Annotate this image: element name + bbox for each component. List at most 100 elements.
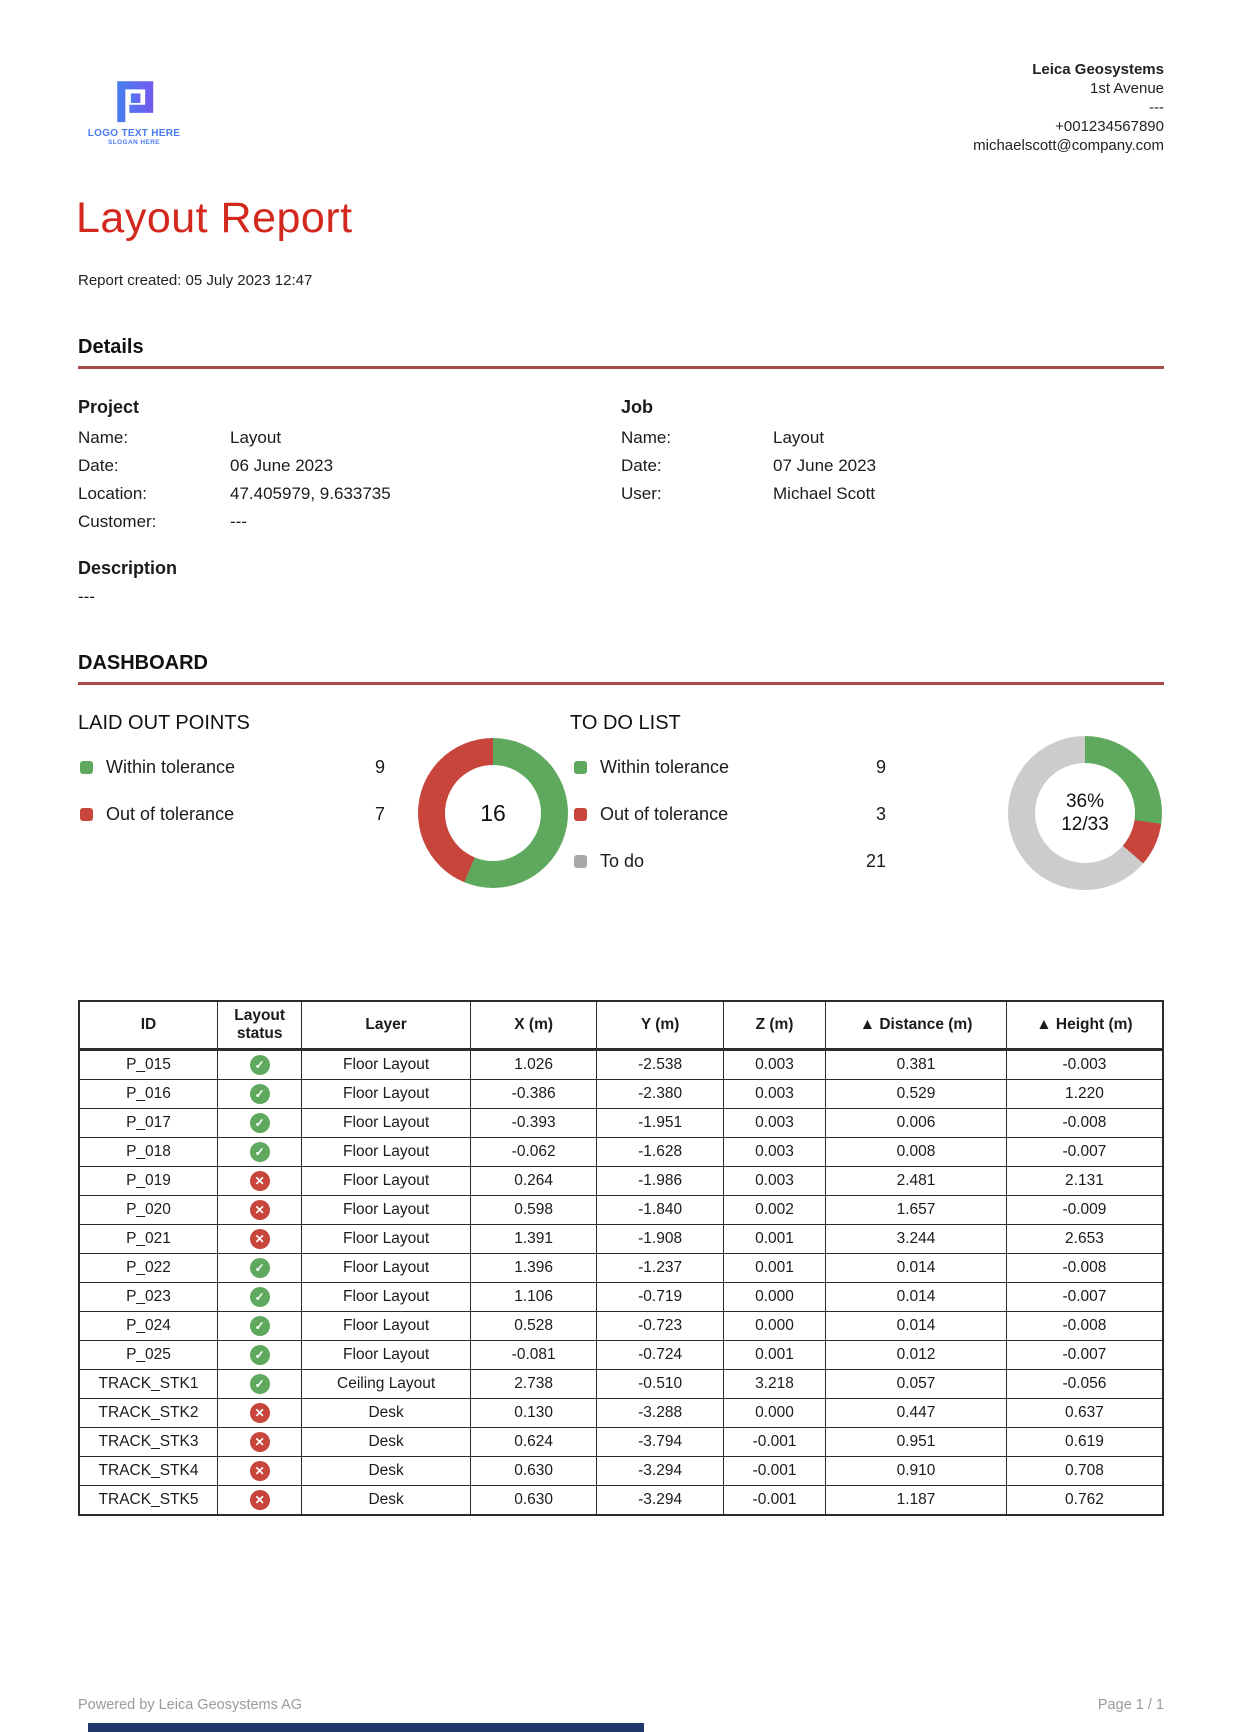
cell-height: 0.619 [1005, 1427, 1164, 1457]
table-row: TRACK_STK5 ✕ Desk 0.630 -3.294 -0.001 1.187 0.7… [78, 1485, 1164, 1516]
cell-status: ✓ [217, 1282, 303, 1312]
table-row: P_018 ✓ Floor Layout -0.062 -1.628 0.003 0.008… [78, 1137, 1164, 1167]
cell-height: 0.762 [1005, 1485, 1164, 1516]
legend-label: Out of tolerance [600, 804, 729, 824]
green-dot-icon [574, 761, 587, 774]
job-name-row: Name: Layout [621, 424, 1164, 452]
cell-height: -0.007 [1005, 1137, 1164, 1167]
project-name-row: Name: Layout [78, 424, 621, 452]
field-value: Layout [773, 428, 825, 447]
red-dot-icon [80, 808, 93, 821]
cell-z: 0.001 [722, 1340, 827, 1370]
status-ok-icon: ✓ [249, 1316, 270, 1336]
cell-id: P_025 [78, 1340, 219, 1370]
cell-status: ✓ [217, 1137, 303, 1167]
cell-status: ✕ [217, 1456, 303, 1486]
cell-status: ✓ [217, 1340, 303, 1370]
gray-dot-icon [574, 855, 587, 868]
section-divider [78, 366, 1164, 369]
cell-x: 0.130 [469, 1398, 598, 1428]
cell-height: 2.131 [1005, 1166, 1164, 1196]
legend-item: Within tolerance 9 [574, 757, 886, 778]
project-details: Project Name: Layout Date: 06 June 2023 … [78, 397, 621, 536]
cell-layer: Floor Layout [301, 1137, 471, 1167]
contact-company: Leica Geosystems [1032, 61, 1164, 78]
field-label: Date: [78, 456, 119, 475]
cell-id: TRACK_STK2 [78, 1398, 219, 1428]
company-logo: LOGO TEXT HERE SLOGAN HERE [84, 78, 184, 146]
table-row: TRACK_STK1 ✓ Ceiling Layout 2.738 -0.510 3.21… [78, 1369, 1164, 1399]
description-block: Description --- [78, 558, 1164, 607]
cell-height: -0.008 [1005, 1253, 1164, 1283]
cell-height: -0.009 [1005, 1195, 1164, 1225]
cell-layer: Floor Layout [301, 1079, 471, 1109]
laid-out-points-title: LAID OUT POINTS [78, 712, 250, 734]
cell-y: -0.723 [596, 1311, 724, 1341]
cell-status: ✕ [217, 1195, 303, 1225]
cell-x: 0.598 [469, 1195, 598, 1225]
contact-block: Leica Geosystems 1st Avenue --- +0012345… [973, 60, 1164, 155]
cell-id: P_017 [78, 1108, 219, 1138]
table-row: P_020 ✕ Floor Layout 0.598 -1.840 0.002 1.657-… [78, 1195, 1164, 1225]
cell-layer: Floor Layout [301, 1049, 471, 1080]
cell-z: 3.218 [722, 1369, 827, 1399]
cell-layer: Desk [301, 1456, 471, 1486]
col-header-layout-status: Layout status [217, 1000, 303, 1051]
points-table-section: ID Layout status Layer X (m) Y (m) Z (m)… [78, 1000, 1164, 1516]
field-label: Date: [621, 456, 662, 475]
col-header-height: ▲ Height (m) [1005, 1000, 1164, 1051]
col-header-z: Z (m) [722, 1000, 827, 1051]
field-value: --- [230, 512, 247, 531]
cell-distance: 0.529 [825, 1079, 1007, 1109]
description-value: --- [78, 587, 95, 606]
cell-distance: 0.951 [825, 1427, 1007, 1457]
cell-distance: 0.012 [825, 1340, 1007, 1370]
cell-y: -0.510 [596, 1369, 724, 1399]
laid-out-points-donut-chart: 16 [418, 738, 568, 888]
cell-status: ✓ [217, 1369, 303, 1399]
table-row: P_017 ✓ Floor Layout -0.393 -1.951 0.003 0.006… [78, 1108, 1164, 1138]
report-created-line: Report created: 05 July 2023 12:47 [78, 272, 313, 289]
donut-center-fraction: 12/33 [1061, 814, 1109, 835]
cell-height: -0.056 [1005, 1369, 1164, 1399]
details-heading: Details [78, 336, 144, 358]
cell-layer: Floor Layout [301, 1195, 471, 1225]
col-header-distance: ▲ Distance (m) [825, 1000, 1007, 1051]
cell-y: -2.538 [596, 1049, 724, 1080]
cell-id: P_022 [78, 1253, 219, 1283]
cell-y: -1.840 [596, 1195, 724, 1225]
table-row: P_015 ✓ Floor Layout 1.026 -2.538 0.003 0.381-… [78, 1049, 1164, 1080]
cell-z: 0.003 [722, 1079, 827, 1109]
cell-height: -0.007 [1005, 1340, 1164, 1370]
dashboard-heading: DASHBOARD [78, 652, 208, 674]
todo-list-donut-chart: 36% 12/33 [1008, 736, 1162, 890]
field-label: Customer: [78, 512, 157, 531]
legend-label: Out of tolerance [106, 804, 235, 824]
cell-distance: 0.381 [825, 1049, 1007, 1080]
cell-status: ✓ [217, 1079, 303, 1109]
page-footer: Powered by Leica Geosystems AG Page 1 / … [78, 1697, 1164, 1713]
cell-status: ✕ [217, 1398, 303, 1428]
footer-page-number: Page 1 / 1 [1097, 1697, 1164, 1713]
cell-id: P_016 [78, 1079, 219, 1109]
table-row: P_022 ✓ Floor Layout 1.396 -1.237 0.001 0.014-… [78, 1253, 1164, 1283]
cell-layer: Floor Layout [301, 1166, 471, 1196]
legend-item: Within tolerance 9 [80, 757, 385, 778]
cell-z: -0.001 [722, 1485, 827, 1516]
cell-z: -0.001 [722, 1456, 827, 1486]
status-ok-icon: ✓ [249, 1113, 270, 1133]
cell-distance: 0.014 [825, 1282, 1007, 1312]
cell-x: 2.738 [469, 1369, 598, 1399]
cell-y: -1.986 [596, 1166, 724, 1196]
status-error-icon: ✕ [249, 1432, 270, 1452]
cell-id: TRACK_STK1 [78, 1369, 219, 1399]
footer-powered-by: Powered by Leica Geosystems AG [78, 1697, 303, 1713]
cell-distance: 3.244 [825, 1224, 1007, 1254]
cell-distance: 0.014 [825, 1253, 1007, 1283]
todo-list-title: TO DO LIST [570, 712, 681, 734]
legend-item: To do 21 [574, 851, 886, 872]
cell-id: P_023 [78, 1282, 219, 1312]
cell-y: -3.288 [596, 1398, 724, 1428]
legend-count: 9 [374, 757, 385, 777]
